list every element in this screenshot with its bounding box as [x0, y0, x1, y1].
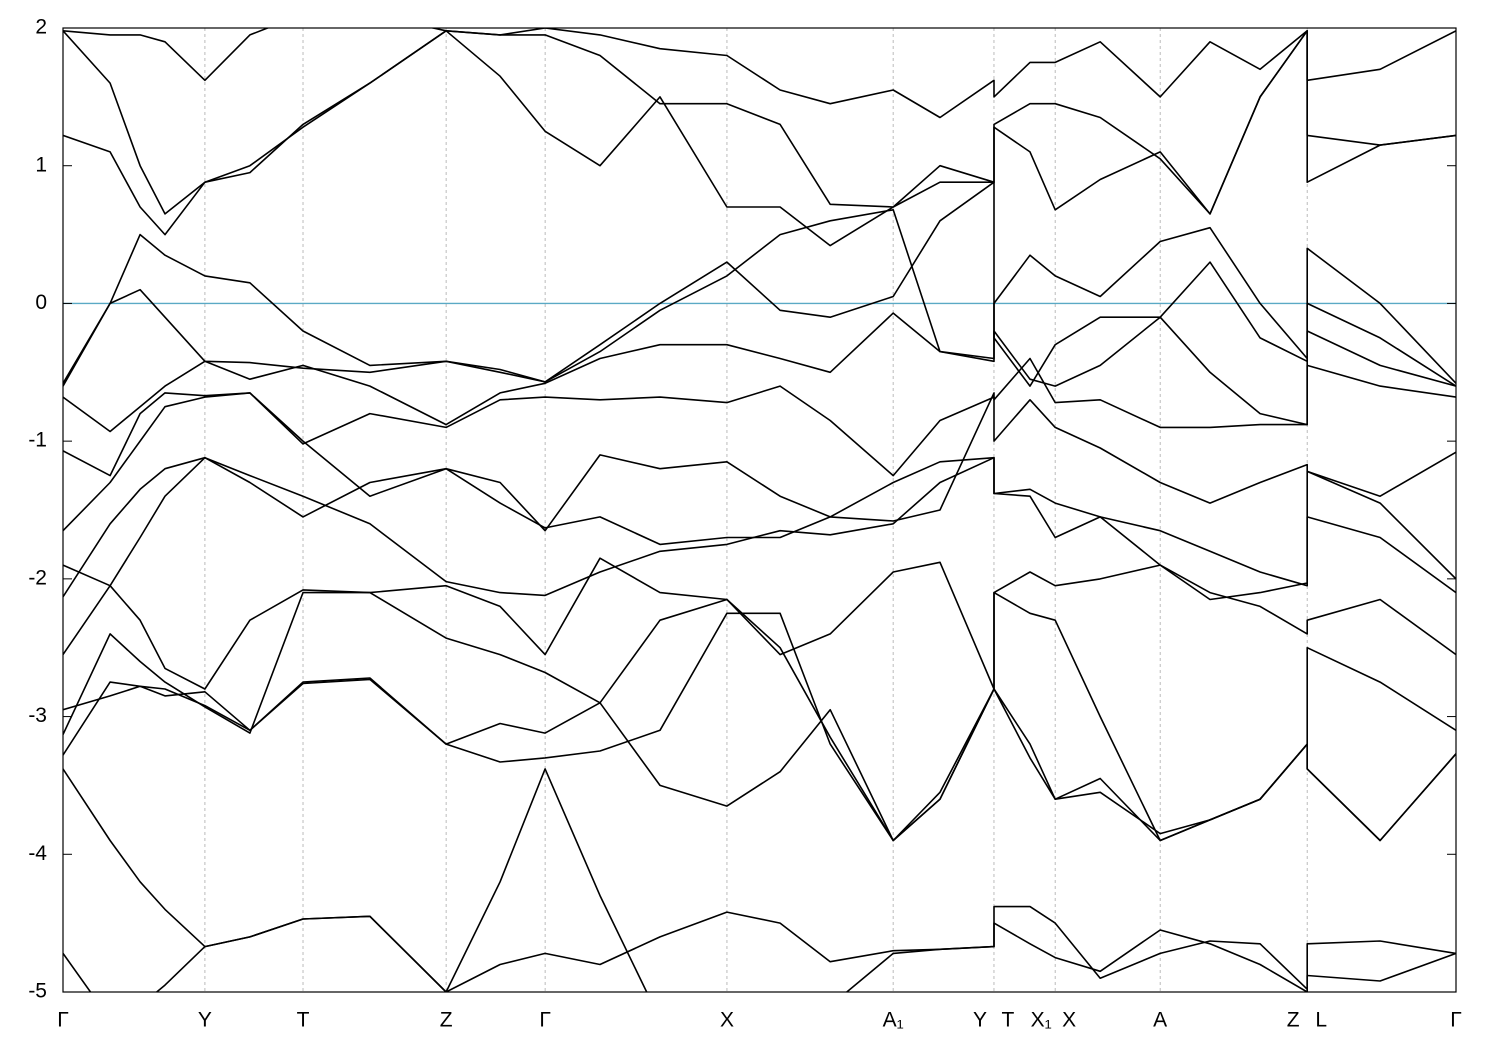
band-line [63, 456, 1456, 601]
band-line [63, 456, 1456, 594]
band-line [63, 312, 1456, 433]
bands [63, 28, 1456, 992]
y-tick-label: 0 [35, 291, 47, 314]
band-line [63, 181, 1456, 387]
x-tick-label: X [1062, 1009, 1076, 1032]
band-line [63, 612, 1456, 842]
y-tick-label: 2 [35, 16, 47, 39]
x-tick-label: Γ [57, 1009, 69, 1032]
band-line [63, 28, 1456, 119]
band-line [63, 557, 1456, 690]
y-tick-label: -2 [28, 566, 47, 589]
x-tick-label: Γ [539, 1009, 551, 1032]
x-tick-label: Y [973, 1009, 987, 1032]
plot-frame [62, 27, 1457, 993]
x-tick-label: T [297, 1009, 310, 1032]
x-tick-label: A₁ [883, 1009, 904, 1032]
x-tick-label: Z [1287, 1009, 1300, 1032]
y-tick-label: -3 [28, 704, 47, 727]
y-tick-label: -1 [28, 429, 47, 452]
y-tick-label: 1 [35, 153, 47, 176]
band-line [63, 209, 1456, 384]
x-tick-label: A [1153, 1009, 1167, 1032]
x-tick-label: X₁ [1031, 1009, 1052, 1032]
x-tick-label: Z [440, 1009, 453, 1032]
band-line [63, 768, 1456, 992]
band-line [63, 30, 1456, 215]
x-tick-label: Γ [1450, 1009, 1462, 1032]
x-tick-label: Y [198, 1009, 212, 1032]
y-tick-label: -5 [28, 980, 47, 1003]
x-tick-label: T [1002, 1009, 1015, 1032]
band-line [63, 357, 1456, 477]
x-tick-label: L [1315, 1009, 1327, 1032]
y-tick-label: -4 [28, 842, 47, 865]
x-tick-label: X [720, 1009, 734, 1032]
